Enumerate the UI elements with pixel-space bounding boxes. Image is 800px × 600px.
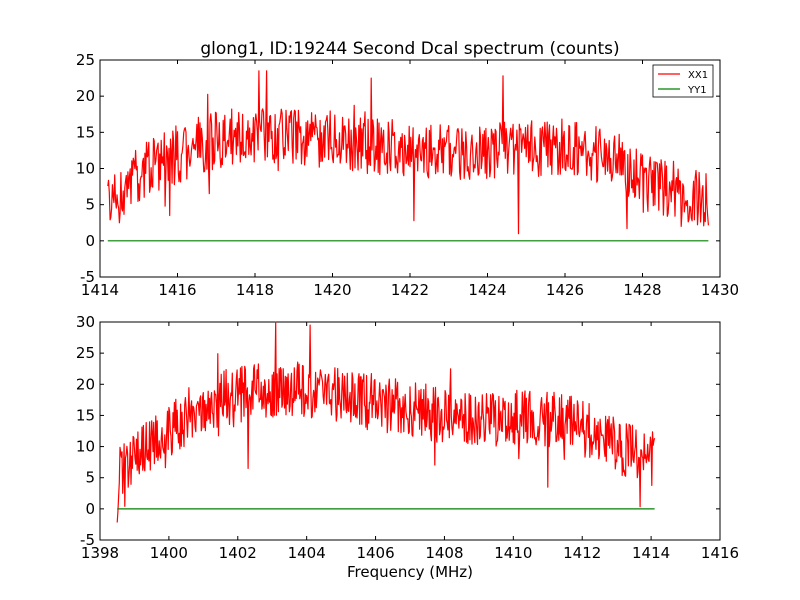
series-xx1-line	[107, 70, 709, 235]
series-xx1-line	[116, 321, 656, 523]
x-tick-label: 1406	[356, 544, 394, 562]
legend-yy1-label: YY1	[687, 85, 707, 96]
y-tick-label: 10	[76, 438, 95, 456]
x-axis-label: Frequency (MHz)	[347, 563, 473, 581]
legend: XX1 YY1	[652, 64, 714, 98]
y-tick-label: 20	[76, 375, 95, 393]
y-tick-label: -5	[80, 268, 95, 286]
y-tick-label: 25	[76, 344, 95, 362]
legend-box	[652, 64, 714, 98]
bottom-ticks: 1398 1400 1402 1404 1406 1408 1410 1412 1414 1416…	[76, 313, 739, 562]
x-tick-label: 1414	[632, 544, 670, 562]
x-tick-label: 1426	[546, 281, 584, 299]
x-tick-label: 1416	[701, 544, 739, 562]
y-tick-label: 25	[76, 51, 95, 69]
top-axes-frame	[99, 59, 721, 278]
legend-xx1-label: XX1	[688, 70, 708, 81]
bottom-plot: 1398 1400 1402 1404 1406 1408 1410 1412 1414 1416…	[76, 313, 739, 562]
y-tick-label: 15	[76, 406, 95, 424]
x-tick-label: 1398	[81, 544, 119, 562]
y-tick-label: 5	[85, 196, 95, 214]
y-tick-label: 5	[85, 469, 95, 487]
top-plot: 1414 1416 1418 1420 1422 1424 1426 1428 1430 -5 0 5…	[76, 51, 739, 299]
bottom-series	[116, 321, 656, 523]
top-series	[107, 70, 709, 242]
figure-title: glong1, ID:19244 Second Dcal spectrum (c…	[200, 39, 619, 59]
y-tick-label: 0	[85, 232, 95, 250]
y-tick-label: 10	[76, 160, 95, 178]
y-tick-label: -5	[80, 531, 95, 549]
x-tick-label: 1422	[391, 281, 429, 299]
x-tick-label: 1412	[563, 544, 601, 562]
top-ticks: 1414 1416 1418 1420 1422 1424 1426 1428 1430 -5 0 5…	[76, 51, 739, 299]
x-tick-label: 1414	[81, 281, 119, 299]
x-tick-label: 1428	[623, 281, 661, 299]
x-tick-label: 1424	[468, 281, 506, 299]
x-tick-label: 1400	[150, 544, 188, 562]
x-tick-label: 1410	[494, 544, 532, 562]
x-tick-label: 1418	[236, 281, 274, 299]
x-tick-label: 1416	[158, 281, 196, 299]
y-tick-label: 30	[76, 313, 95, 331]
y-tick-label: 15	[76, 123, 95, 141]
x-tick-label: 1430	[701, 281, 739, 299]
y-tick-label: 0	[85, 500, 95, 518]
x-tick-label: 1420	[313, 281, 351, 299]
bottom-axes-frame	[99, 321, 721, 541]
x-tick-label: 1402	[219, 544, 257, 562]
y-tick-label: 20	[76, 87, 95, 105]
x-tick-label: 1408	[425, 544, 463, 562]
x-tick-label: 1404	[288, 544, 326, 562]
